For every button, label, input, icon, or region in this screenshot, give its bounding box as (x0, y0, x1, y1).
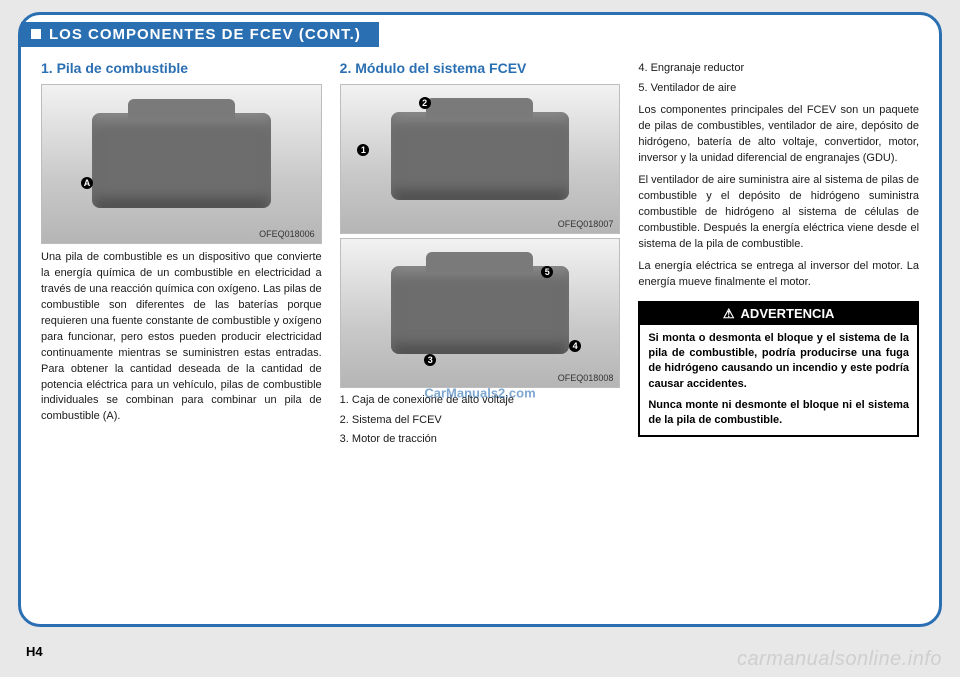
caption-4: 4. Engranaje reductor (638, 60, 919, 78)
figure-id-3: OFEQ018008 (558, 373, 614, 383)
header-title: LOS COMPONENTES DE FCEV (CONT.) (49, 26, 361, 43)
column-1: 1. Pila de combustible A OFEQ018006 Una … (41, 60, 322, 449)
caption-5: 5. Ventilador de aire (638, 80, 919, 98)
warning-body: Si monta o desmonta el bloque y el siste… (640, 325, 917, 435)
column-3: 4. Engranaje reductor 5. Ventilador de a… (638, 60, 919, 449)
col1-subhead: 1. Pila de combustible (41, 60, 322, 76)
warning-label: ADVERTENCIA (741, 306, 835, 321)
marker-4: 4 (569, 340, 581, 352)
page-number: H4 (26, 644, 43, 659)
col3-para-3: La energía eléctrica se entrega al inver… (638, 259, 919, 291)
col3-para-2: El ventilador de aire suministra aire al… (638, 173, 919, 253)
figure-id-2: OFEQ018007 (558, 219, 614, 229)
col2-subhead: 2. Módulo del sistema FCEV (340, 60, 621, 76)
figure-id-1: OFEQ018006 (259, 229, 315, 239)
col1-body: Una pila de combustible es un dispositiv… (41, 250, 322, 425)
marker-a: A (81, 177, 93, 189)
warning-text-2: Nunca monte ni desmonte el bloque ni el … (648, 398, 909, 429)
header-square-icon (31, 29, 41, 39)
caption-2: 2. Sistema del FCEV (340, 412, 621, 430)
marker-3: 3 (424, 354, 436, 366)
section-header: LOS COMPONENTES DE FCEV (CONT.) (21, 22, 379, 47)
marker-5: 5 (541, 266, 553, 278)
engine-illustration (92, 113, 270, 208)
marker-1: 1 (357, 144, 369, 156)
engine-illustration-3 (391, 266, 569, 355)
warning-header: ⚠ ADVERTENCIA (640, 303, 917, 325)
figure-fcev-module-top: 1 2 OFEQ018007 (340, 84, 621, 234)
watermark-center: CarManuals2.com (424, 385, 535, 400)
figure-fcev-module-bottom: 3 4 5 OFEQ018008 (340, 238, 621, 388)
col3-para-1: Los componentes principales del FCEV son… (638, 103, 919, 167)
page-frame: LOS COMPONENTES DE FCEV (CONT.) 1. Pila … (18, 12, 942, 627)
engine-illustration-2 (391, 112, 569, 201)
marker-2: 2 (419, 97, 431, 109)
warning-triangle-icon: ⚠ (723, 306, 735, 322)
figure-fuel-cell-stack: A OFEQ018006 (41, 84, 322, 244)
warning-box: ⚠ ADVERTENCIA Si monta o desmonta el bloq… (638, 301, 919, 437)
warning-text-1: Si monta o desmonta el bloque y el siste… (648, 331, 909, 393)
watermark-bottom: carmanualsonline.info (737, 648, 942, 671)
caption-3: 3. Motor de tracción (340, 431, 621, 449)
